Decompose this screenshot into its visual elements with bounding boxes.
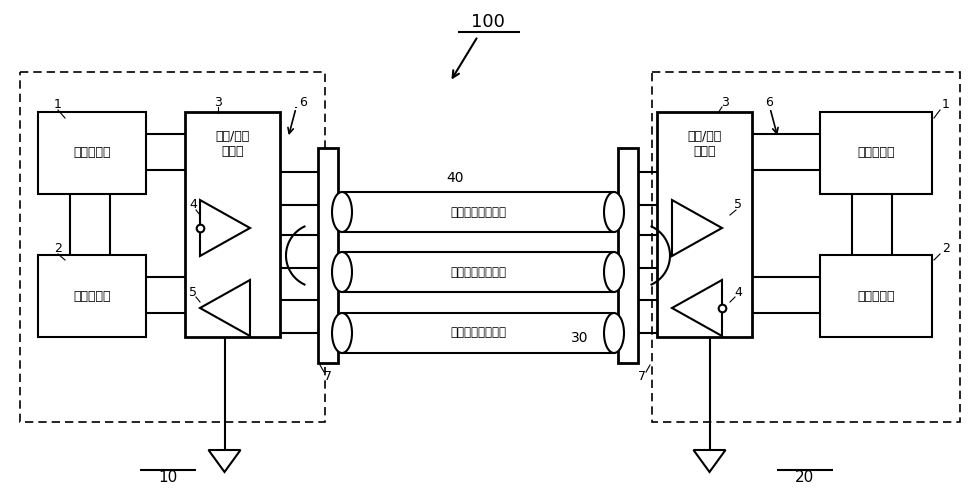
Bar (342, 252, 614, 292)
Text: 差分信号传输线路: 差分信号传输线路 (450, 326, 506, 340)
Ellipse shape (604, 313, 624, 353)
Text: 电源电路块: 电源电路块 (857, 146, 895, 160)
Text: 4: 4 (734, 286, 742, 298)
Text: 7: 7 (638, 370, 646, 382)
Bar (38, 255, 146, 337)
Bar (652, 72, 960, 422)
Bar (185, 112, 280, 337)
Bar (820, 255, 932, 337)
Bar (657, 112, 752, 337)
Ellipse shape (332, 252, 352, 292)
Bar (38, 112, 146, 194)
Text: 20: 20 (795, 470, 815, 486)
Bar (820, 112, 932, 194)
Ellipse shape (604, 252, 624, 292)
Ellipse shape (332, 192, 352, 232)
Bar (20, 72, 325, 422)
Text: 3: 3 (721, 96, 729, 108)
Bar (342, 313, 614, 353)
Text: 1: 1 (54, 98, 61, 112)
Text: 3: 3 (214, 96, 222, 108)
Bar (342, 192, 614, 232)
Text: 5: 5 (189, 286, 197, 298)
Text: 电源地对传输线路: 电源地对传输线路 (450, 206, 506, 218)
Text: 1: 1 (942, 98, 950, 112)
Text: 功能电路块: 功能电路块 (857, 290, 895, 302)
Text: 功能电路块: 功能电路块 (73, 290, 110, 302)
Text: 输入/输出
电路块: 输入/输出 电路块 (216, 130, 250, 158)
Text: 7: 7 (324, 370, 332, 382)
Text: 30: 30 (571, 331, 589, 345)
Text: 100: 100 (471, 13, 505, 31)
Text: 6: 6 (299, 96, 306, 108)
Bar (618, 148, 638, 363)
Text: 10: 10 (158, 470, 178, 486)
Text: 2: 2 (942, 242, 950, 254)
Text: 输入/输出
电路块: 输入/输出 电路块 (687, 130, 721, 158)
Text: 2: 2 (54, 242, 61, 254)
Text: 6: 6 (765, 96, 773, 108)
Text: 4: 4 (189, 198, 197, 211)
Ellipse shape (332, 313, 352, 353)
Bar (318, 148, 338, 363)
Text: 40: 40 (446, 171, 464, 185)
Text: 电源电路块: 电源电路块 (73, 146, 110, 160)
Text: 差分信号传输线路: 差分信号传输线路 (450, 266, 506, 278)
Text: 5: 5 (734, 198, 742, 211)
Ellipse shape (604, 192, 624, 232)
